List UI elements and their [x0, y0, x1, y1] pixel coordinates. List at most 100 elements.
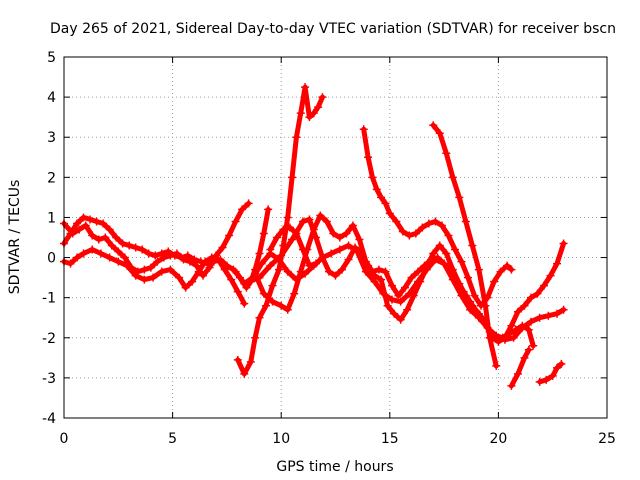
data-point	[196, 257, 205, 266]
data-point	[381, 199, 390, 208]
data-point	[446, 267, 455, 276]
data-point	[66, 259, 75, 268]
data-point	[298, 245, 307, 254]
data-point	[296, 267, 305, 276]
data-point	[372, 185, 381, 194]
data-point	[209, 257, 218, 266]
data-point	[301, 83, 310, 92]
data-point	[81, 221, 90, 230]
series-track-8	[266, 223, 320, 270]
data-point	[387, 281, 396, 290]
data-point	[288, 173, 297, 182]
data-point	[255, 313, 264, 322]
series-track-10	[429, 121, 501, 370]
data-point	[520, 301, 529, 310]
data-point	[435, 129, 444, 138]
data-point	[114, 257, 123, 266]
data-point	[157, 249, 166, 258]
data-point	[114, 247, 123, 256]
data-point	[368, 173, 377, 182]
data-point	[433, 253, 442, 262]
data-point	[66, 229, 75, 238]
y-tick-label: 2	[47, 170, 56, 186]
data-point	[318, 93, 327, 102]
data-point	[416, 277, 425, 286]
data-point	[455, 193, 464, 202]
data-point	[553, 363, 562, 372]
data-point	[459, 287, 468, 296]
data-point	[392, 217, 401, 226]
data-point	[127, 263, 136, 272]
data-point	[268, 297, 277, 306]
data-point	[309, 225, 318, 234]
y-tick-label: 5	[47, 50, 56, 66]
data-point	[429, 249, 438, 258]
data-point	[407, 273, 416, 282]
data-point	[288, 235, 297, 244]
data-point	[322, 217, 331, 226]
y-tick-label: 3	[47, 130, 56, 146]
data-point	[398, 227, 407, 236]
data-point	[138, 245, 147, 254]
data-point	[424, 219, 433, 228]
data-point	[233, 355, 242, 364]
data-point	[309, 109, 318, 118]
y-tick-label: 4	[47, 90, 56, 106]
y-tick-label: 1	[47, 210, 56, 226]
data-point	[507, 321, 516, 330]
data-point	[246, 357, 255, 366]
data-point	[192, 261, 201, 270]
data-point	[494, 337, 503, 346]
data-point	[377, 193, 386, 202]
data-point	[107, 241, 116, 250]
data-point	[411, 229, 420, 238]
data-point	[440, 259, 449, 268]
data-point	[468, 241, 477, 250]
data-point	[285, 223, 294, 232]
series-track-11	[507, 345, 533, 390]
data-point	[177, 253, 186, 262]
data-point	[153, 257, 162, 266]
data-point	[181, 283, 190, 292]
data-point	[140, 275, 149, 284]
data-point	[259, 229, 268, 238]
data-point	[385, 209, 394, 218]
data-point	[544, 311, 553, 320]
data-point	[314, 103, 323, 112]
data-point	[118, 239, 127, 248]
data-point	[418, 223, 427, 232]
data-point	[240, 369, 249, 378]
data-point	[329, 229, 338, 238]
data-point	[381, 267, 390, 276]
data-point	[225, 231, 234, 240]
data-point	[420, 261, 429, 270]
data-point	[529, 341, 538, 350]
data-point	[140, 265, 149, 274]
data-point	[170, 251, 179, 260]
data-point	[277, 301, 286, 310]
data-point	[427, 255, 436, 264]
data-point	[559, 239, 568, 248]
data-point	[481, 301, 490, 310]
data-point	[157, 267, 166, 276]
data-point	[264, 205, 273, 214]
data-point	[88, 231, 97, 240]
data-point	[324, 267, 333, 276]
data-point	[461, 217, 470, 226]
data-point	[216, 255, 225, 264]
data-point	[101, 233, 110, 242]
chart-title: Day 265 of 2021, Sidereal Day-to-day VTE…	[50, 21, 616, 37]
series-track-12	[535, 359, 566, 386]
data-point	[444, 231, 453, 240]
data-point	[403, 305, 412, 314]
data-point	[231, 217, 240, 226]
data-point	[437, 221, 446, 230]
data-point	[305, 113, 314, 122]
data-point	[112, 233, 121, 242]
data-point	[524, 345, 533, 354]
data-point	[535, 313, 544, 322]
data-point	[507, 265, 516, 274]
data-point	[277, 251, 286, 260]
data-point	[73, 219, 82, 228]
data-point	[511, 325, 520, 334]
